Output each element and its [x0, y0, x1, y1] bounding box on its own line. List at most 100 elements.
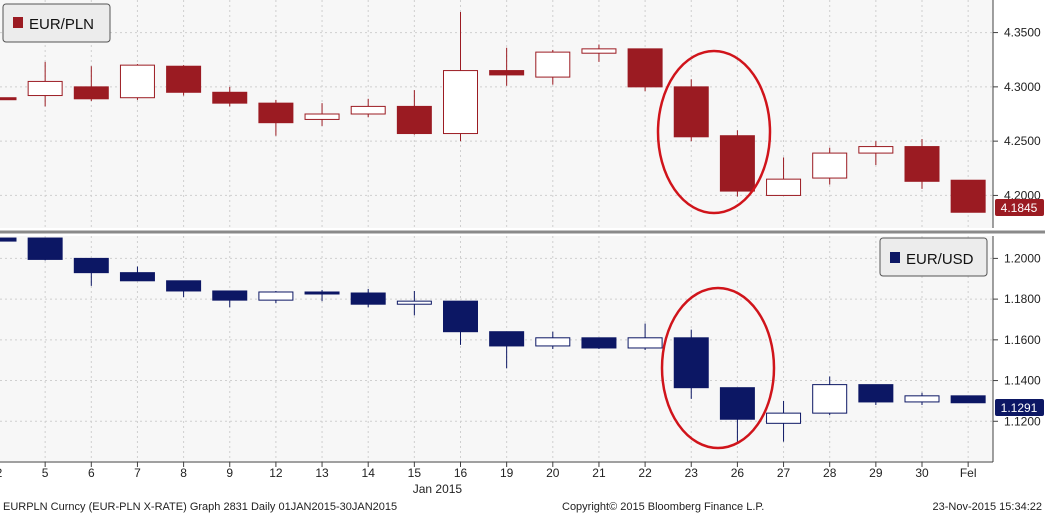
footer-copyright-text: Copyright© 2015 Bloomberg Finance L.P. [562, 501, 764, 513]
x-tick-label: 9 [226, 466, 233, 480]
eurpln-y-axis: 4.2000 4.2500 4.3000 4.3500 [993, 26, 1041, 202]
x-tick-label: 27 [777, 466, 791, 480]
eurusd-candle-body [258, 291, 294, 301]
eurusd-candle [350, 288, 386, 308]
eurpln-last-value-bg [995, 199, 1044, 216]
eurusd-candle-body [396, 300, 432, 305]
eurusd-candle [627, 323, 663, 351]
eurusd-y-tick-label: 1.2000 [1004, 251, 1041, 265]
eurusd-candle [396, 290, 432, 316]
eurpln-candle [73, 66, 109, 101]
eurusd-candle [766, 400, 802, 442]
eurpln-candle [166, 65, 202, 96]
eurusd-candle-body [858, 384, 894, 403]
eurpln-candle-body [812, 152, 848, 179]
eurpln-candle [396, 90, 432, 135]
eurpln-candle [766, 157, 802, 196]
eurpln-candle-body [489, 70, 525, 76]
eurpln-candle-body [950, 179, 986, 213]
eurusd-y-axis: 1.1200 1.1400 1.1600 1.1800 1.2000 [993, 251, 1041, 428]
x-tick-label: 13 [315, 466, 329, 480]
eurpln-candle-body [719, 135, 755, 192]
eurusd-candle [489, 331, 525, 369]
eurpln-legend-box [2, 3, 111, 43]
eurusd-last-value-label: 1.1291 [995, 399, 1044, 416]
x-tick-label: 12 [269, 466, 283, 480]
eurusd-candle-body [719, 387, 755, 420]
eurusd-candle-body [766, 412, 802, 424]
eurpln-last-value-label: 4.1845 [995, 199, 1044, 216]
eurpln-last-value-text: 4.1845 [1001, 201, 1038, 215]
x-tick-label: 20 [546, 466, 560, 480]
eurpln-candle [904, 138, 940, 189]
eurpln-candle-body [119, 64, 155, 99]
x-tick-label: 19 [500, 466, 514, 480]
x-tick-label: 23 [685, 466, 699, 480]
eurpln-candle-body [73, 86, 109, 100]
eurusd-candle-body [212, 290, 248, 301]
bottom-panel-background [0, 236, 993, 461]
eurusd-candle [812, 376, 848, 416]
eurpln-candle-body [166, 65, 202, 93]
eurusd-candle [73, 257, 109, 286]
eurusd-candle-body [166, 280, 202, 292]
eurusd-highlight-ellipse [660, 286, 776, 450]
x-tick-label: 16 [454, 466, 468, 480]
eurusd-candle [0, 237, 17, 242]
eurpln-candle-body [766, 178, 802, 196]
eurpln-candle-body [627, 48, 663, 88]
eurusd-candle-body [304, 291, 340, 295]
eurusd-legend-text: EUR/USD [906, 251, 974, 268]
eurusd-candle [950, 395, 986, 404]
eurusd-candle-body [0, 237, 17, 242]
eurpln-candle [212, 86, 248, 107]
eurpln-candle [581, 44, 617, 62]
eurpln-candle [812, 147, 848, 185]
eurpln-y-tick-label: 4.3500 [1004, 26, 1041, 40]
eurpln-candle [489, 47, 525, 86]
eurusd-y-tick-label: 1.1200 [1004, 414, 1041, 428]
eurusd-legend: EUR/USD [879, 237, 988, 277]
eurpln-candle-body [396, 105, 432, 135]
x-tick-label: 14 [362, 466, 376, 480]
x-tick-label: 26 [731, 466, 745, 480]
eurpln-candle-body [673, 86, 709, 138]
eurusd-candle [443, 300, 478, 345]
eurusd-candle [27, 237, 63, 261]
eurusd-candle [673, 329, 709, 399]
eurusd-candle-body [119, 272, 155, 282]
eurusd-candle [535, 331, 571, 349]
eurpln-legend: EUR/PLN [2, 3, 111, 43]
eurpln-candle-body [443, 70, 478, 135]
eurpln-candle-body [581, 48, 617, 54]
eurpln-candle-body [27, 80, 63, 97]
footer-timestamp-text: 23-Nov-2015 15:34:22 [933, 501, 1042, 513]
eurusd-legend-swatch [890, 252, 900, 263]
x-tick-label: 21 [592, 466, 606, 480]
eurpln-candle [673, 79, 709, 142]
eurpln-candle-body [0, 97, 17, 101]
eurusd-candle-body [73, 257, 109, 274]
eurpln-candle [119, 64, 155, 100]
eurusd-candle-body [27, 237, 63, 260]
eurusd-candle-body [489, 331, 525, 347]
x-tick-label: 22 [638, 466, 652, 480]
eurpln-candle [858, 141, 894, 166]
eurusd-last-value-text: 1.1291 [1001, 401, 1038, 415]
x-tick-label: 29 [869, 466, 883, 480]
x-tick-label: 8 [180, 466, 187, 480]
eurpln-candle-body [858, 146, 894, 154]
eurpln-y-tick-label: 4.2500 [1004, 134, 1041, 148]
eurpln-candle [950, 179, 986, 213]
eurpln-candle [304, 103, 340, 126]
eurusd-last-value-bg [995, 399, 1044, 416]
eurusd-legend-box [879, 237, 988, 277]
eurpln-candle-body [258, 102, 294, 124]
eurusd-candle [904, 392, 940, 405]
eurusd-candle [119, 266, 155, 282]
eurusd-y-tick-label: 1.1600 [1004, 333, 1041, 347]
eurusd-candle-body [627, 337, 663, 349]
eurpln-candle-body [535, 51, 571, 78]
eurusd-candle [166, 280, 202, 298]
